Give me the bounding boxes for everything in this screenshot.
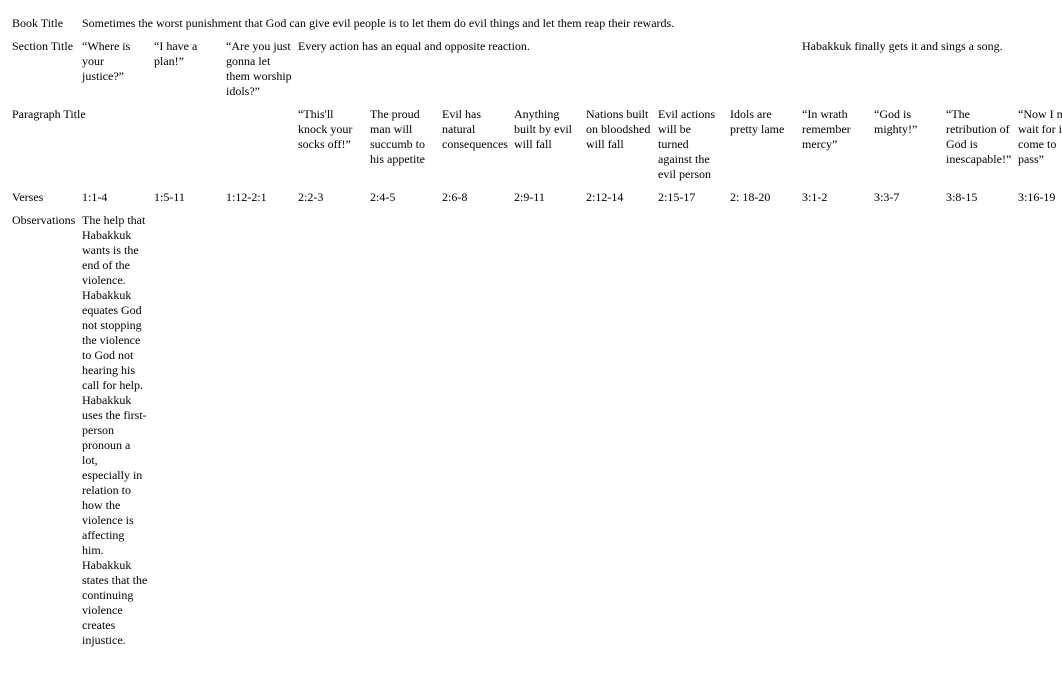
observations-cell (154, 209, 226, 652)
section-title-cell: Habakkuk finally gets it and sings a son… (802, 35, 1062, 103)
row-observations: Observations The help that Habakkuk want… (12, 209, 1062, 652)
label-verses: Verses (12, 186, 82, 209)
row-verses: Verses 1:1-4 1:5-11 1:12-2:1 2:2-3 2:4-5… (12, 186, 1062, 209)
row-book-title: Book Title Sometimes the worst punishmen… (12, 12, 1062, 35)
book-title-value: Sometimes the worst punishment that God … (82, 12, 1062, 35)
verses-cell: 3:16-19 (1018, 186, 1062, 209)
verses-cell: 2:12-14 (586, 186, 658, 209)
section-title-cell: “Are you just gonna let them worship ido… (226, 35, 298, 103)
verses-cell: 1:5-11 (154, 186, 226, 209)
paragraph-title-cell: Anything built by evil will fall (514, 103, 586, 186)
observations-cell (586, 209, 658, 652)
paragraph-title-cell: “Now I must wait for it to come to pass” (1018, 103, 1062, 186)
verses-cell: 2:4-5 (370, 186, 442, 209)
paragraph-title-cell: Evil actions will be turned against the … (658, 103, 730, 186)
label-observations: Observations (12, 209, 82, 652)
verses-cell: 1:1-4 (82, 186, 154, 209)
paragraph-title-cell: Nations built on bloodshed will fall (586, 103, 658, 186)
paragraph-title-cell: “God is mighty!” (874, 103, 946, 186)
verses-cell: 2:9-11 (514, 186, 586, 209)
paragraph-title-cell (154, 103, 226, 186)
row-section-title: Section Title “Where is your justice?” “… (12, 35, 1062, 103)
label-paragraph-title: Paragraph Title (12, 103, 82, 186)
verses-cell: 2:6-8 (442, 186, 514, 209)
paragraph-title-cell (226, 103, 298, 186)
paragraph-title-cell: Idols are pretty lame (730, 103, 802, 186)
paragraph-title-cell: Evil has natural consequences (442, 103, 514, 186)
observations-cell: The help that Habakkuk wants is the end … (82, 209, 154, 652)
paragraph-title-cell: The proud man will succumb to his appeti… (370, 103, 442, 186)
observations-cell (946, 209, 1018, 652)
observations-cell (874, 209, 946, 652)
verses-cell: 3:3-7 (874, 186, 946, 209)
observations-cell (442, 209, 514, 652)
paragraph-title-cell: “This'll knock your socks off!” (298, 103, 370, 186)
observations-cell (514, 209, 586, 652)
verses-cell: 3:1-2 (802, 186, 874, 209)
section-title-cell: Every action has an equal and opposite r… (298, 35, 802, 103)
verses-cell: 3:8-15 (946, 186, 1018, 209)
observations-cell (226, 209, 298, 652)
observations-cell (370, 209, 442, 652)
verses-cell: 2:2-3 (298, 186, 370, 209)
observations-cell (802, 209, 874, 652)
verses-cell: 1:12-2:1 (226, 186, 298, 209)
verses-cell: 2:15-17 (658, 186, 730, 209)
label-section-title: Section Title (12, 35, 82, 103)
paragraph-title-cell: “The retribution of God is inescapable!” (946, 103, 1018, 186)
observations-cell (1018, 209, 1062, 652)
book-outline-table: Book Title Sometimes the worst punishmen… (12, 12, 1062, 652)
row-paragraph-title: Paragraph Title “This'll knock your sock… (12, 103, 1062, 186)
section-title-cell: “Where is your justice?” (82, 35, 154, 103)
observations-cell (298, 209, 370, 652)
verses-cell: 2: 18-20 (730, 186, 802, 209)
observations-cell (658, 209, 730, 652)
label-book-title: Book Title (12, 12, 82, 35)
observations-cell (730, 209, 802, 652)
paragraph-title-cell: “In wrath remember mercy” (802, 103, 874, 186)
section-title-cell: “I have a plan!” (154, 35, 226, 103)
paragraph-title-cell (82, 103, 154, 186)
